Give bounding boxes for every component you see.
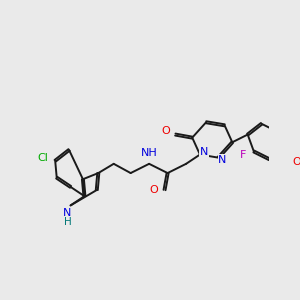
Text: NH: NH [141, 148, 158, 158]
Text: N: N [63, 208, 72, 218]
Text: H: H [64, 217, 71, 227]
Text: N: N [200, 147, 208, 157]
Text: O: O [162, 126, 170, 136]
Text: N: N [218, 155, 226, 165]
Text: O: O [149, 185, 158, 195]
Text: O: O [292, 157, 300, 167]
Text: Cl: Cl [38, 153, 48, 163]
Text: F: F [240, 150, 246, 160]
